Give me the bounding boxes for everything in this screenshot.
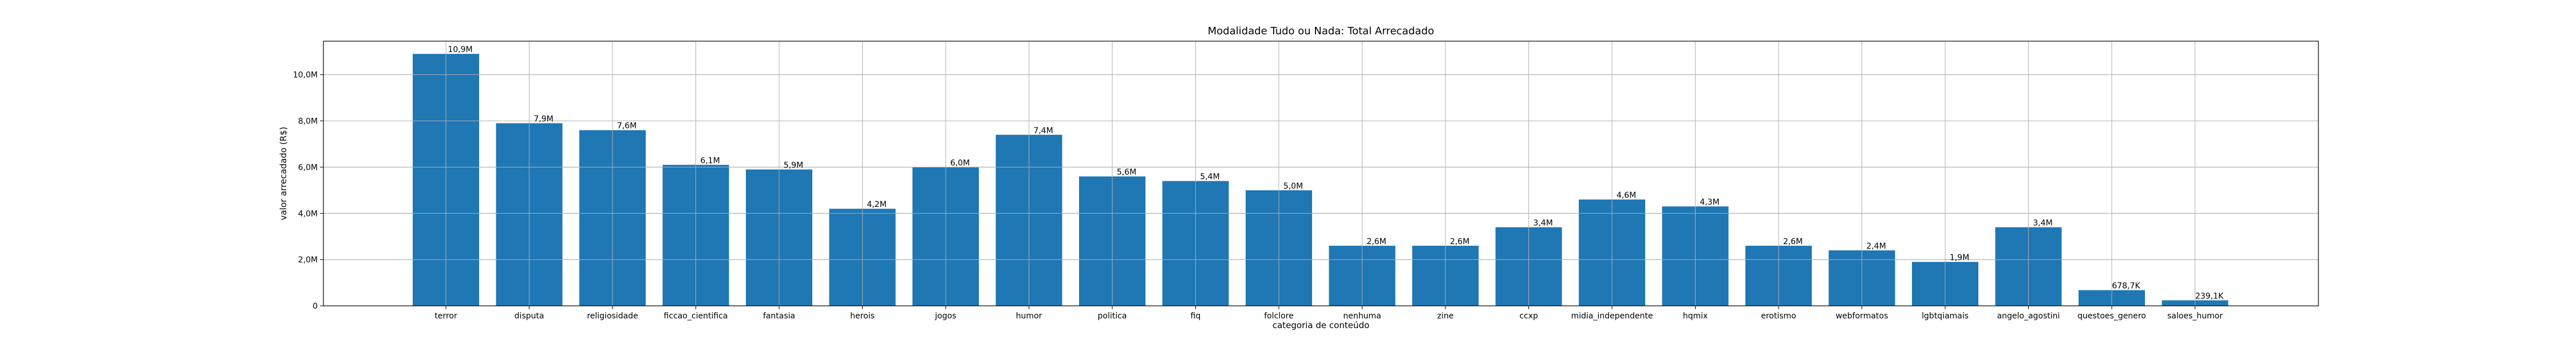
data-label: 2,4M bbox=[1866, 242, 1886, 251]
data-label: 7,6M bbox=[617, 122, 637, 131]
x-tick-label: jogos bbox=[934, 312, 956, 321]
x-tick-label: herois bbox=[850, 312, 875, 321]
plot-frame bbox=[323, 41, 2319, 306]
x-axis-ticks: terror disputa religiosidade ficcao_cientif… bbox=[434, 306, 2223, 321]
y-tick-label: 6,0M bbox=[298, 163, 318, 172]
x-tick-label: midia_independente bbox=[1571, 312, 1653, 321]
x-tick-label: lgbtqiamais bbox=[1922, 312, 1969, 321]
data-label: 2,6M bbox=[1783, 237, 1803, 246]
y-axis-label: valor arrecadado (R$) bbox=[278, 127, 289, 221]
data-label: 4,2M bbox=[867, 200, 886, 209]
x-tick-label: politica bbox=[1098, 312, 1127, 321]
data-label: 7,9M bbox=[534, 115, 553, 124]
bars bbox=[323, 41, 2318, 306]
x-tick-label: ccxp bbox=[1519, 312, 1538, 321]
y-tick-label: 10,0M bbox=[293, 71, 318, 80]
x-tick-label: fantasia bbox=[763, 312, 795, 321]
x-tick-label: disputa bbox=[515, 312, 544, 321]
data-label: 5,9M bbox=[784, 161, 803, 170]
x-tick-label: angelo_agostini bbox=[1997, 312, 2060, 321]
y-axis-ticks: 0 2,0M 4,0M 6,0M 8,0M 10,0M bbox=[293, 71, 323, 311]
x-tick-label: terror bbox=[434, 312, 457, 321]
data-label: 2,6M bbox=[1450, 237, 1469, 246]
data-label: 5,4M bbox=[1200, 173, 1219, 182]
data-label: 678,7K bbox=[2112, 282, 2140, 291]
x-axis-label: categoria de conteúdo bbox=[1273, 320, 1369, 330]
x-tick-label: humor bbox=[1016, 312, 1042, 321]
data-label: 6,0M bbox=[950, 158, 970, 167]
data-label: 4,6M bbox=[1617, 191, 1636, 200]
data-label: 5,0M bbox=[1283, 182, 1303, 191]
data-label: 1,9M bbox=[1950, 253, 1969, 262]
y-tick-label: 2,0M bbox=[298, 256, 318, 265]
x-tick-label: saloes_humor bbox=[2167, 312, 2223, 321]
x-tick-label: nenhuma bbox=[1343, 312, 1381, 321]
x-tick-label: questoes_genero bbox=[2077, 312, 2146, 321]
data-label: 7,4M bbox=[1033, 126, 1053, 135]
data-label: 5,6M bbox=[1117, 168, 1136, 177]
x-tick-label: erotismo bbox=[1761, 312, 1796, 321]
x-tick-label: webformatos bbox=[1836, 312, 1888, 321]
y-tick-label: 8,0M bbox=[298, 117, 318, 126]
data-label: 10,9M bbox=[448, 45, 472, 54]
y-tick-label: 4,0M bbox=[298, 209, 318, 218]
x-tick-label: ficcao_cientifica bbox=[664, 312, 728, 321]
x-tick-label: hqmix bbox=[1683, 312, 1708, 321]
data-labels: 10,9M 7,9M 7,6M 6,1M 5,9M 4,2M 6,0M 7,4M 5,6M 5,4… bbox=[448, 45, 2224, 301]
data-label: 3,4M bbox=[1533, 219, 1552, 228]
data-label: 6,1M bbox=[700, 156, 720, 165]
y-tick-label: 0 bbox=[313, 302, 318, 311]
x-tick-label: fiq bbox=[1191, 312, 1201, 321]
data-label: 4,3M bbox=[1700, 198, 1719, 207]
x-tick-label: religiosidade bbox=[587, 312, 638, 321]
x-tick-label: folclore bbox=[1264, 312, 1294, 321]
data-label: 239,1K bbox=[2195, 292, 2224, 301]
chart-title: Modalidade Tudo ou Nada: Total Arrecadad… bbox=[1208, 25, 1434, 37]
x-tick-label: zine bbox=[1437, 312, 1454, 321]
data-label: 2,6M bbox=[1366, 237, 1386, 246]
data-label: 3,4M bbox=[2033, 219, 2052, 228]
